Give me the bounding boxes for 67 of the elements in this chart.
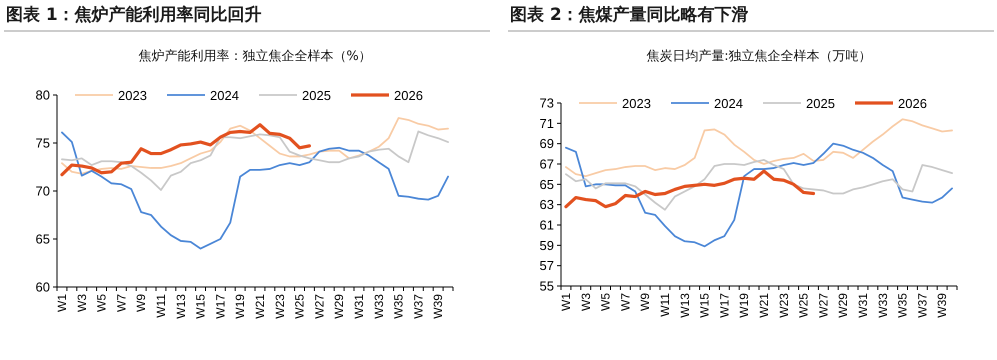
y-tick-label: 65 bbox=[540, 176, 554, 192]
x-tick-label: W7 bbox=[114, 294, 128, 312]
legend-label: 2024 bbox=[714, 96, 743, 111]
x-tick-label: W19 bbox=[233, 294, 248, 319]
x-tick-label: W25 bbox=[796, 292, 811, 318]
y-tick-label: 75 bbox=[36, 136, 50, 150]
x-tick-label: W23 bbox=[776, 292, 791, 318]
x-tick-label: W23 bbox=[272, 294, 287, 319]
x-tick-label: W9 bbox=[134, 294, 148, 312]
x-tick-label: W39 bbox=[431, 294, 446, 319]
y-tick-label: 67 bbox=[540, 156, 554, 172]
x-tick-label: W39 bbox=[935, 292, 950, 318]
x-tick-label: W11 bbox=[658, 292, 672, 317]
x-tick-label: W3 bbox=[578, 292, 593, 311]
x-tick-label: W21 bbox=[252, 294, 267, 319]
x-tick-label: W1 bbox=[558, 292, 573, 311]
legend-label: 2025 bbox=[806, 96, 835, 111]
legend-label: 2026 bbox=[394, 88, 423, 103]
x-tick-label: W37 bbox=[411, 294, 426, 319]
chart-subtitle: 焦炉产能利用率：独立焦企全样本（%） bbox=[138, 48, 372, 64]
x-tick-label: W37 bbox=[915, 292, 930, 318]
x-tick-label: W7 bbox=[618, 292, 632, 311]
legend-label: 2024 bbox=[210, 88, 239, 103]
legend-label: 2023 bbox=[118, 88, 147, 103]
x-tick-label: W15 bbox=[194, 294, 208, 319]
x-tick-label: W33 bbox=[876, 292, 890, 318]
y-tick-label: 73 bbox=[540, 96, 554, 110]
y-tick-label: 55 bbox=[540, 278, 554, 294]
x-tick-label: W21 bbox=[756, 292, 771, 318]
legend-label: 2025 bbox=[302, 88, 331, 103]
x-tick-label: W3 bbox=[74, 294, 89, 312]
chart-title: 图表 2：焦煤产量同比略有下滑 bbox=[510, 5, 749, 25]
x-tick-label: W5 bbox=[598, 292, 613, 311]
x-tick-label: W29 bbox=[332, 294, 346, 319]
y-tick-label: 59 bbox=[540, 238, 554, 253]
x-tick-label: W1 bbox=[54, 294, 69, 312]
x-tick-label: W5 bbox=[94, 294, 109, 312]
x-tick-label: W13 bbox=[174, 294, 188, 319]
y-tick-label: 71 bbox=[540, 116, 554, 131]
y-tick-label: 63 bbox=[540, 197, 554, 212]
x-tick-label: W35 bbox=[392, 294, 406, 319]
x-tick-label: W13 bbox=[678, 292, 692, 318]
chart-subtitle: 焦炭日均产量:独立焦企全样本（万吨） bbox=[646, 48, 872, 64]
chart-title: 图表 1：焦炉产能利用率同比回升 bbox=[6, 5, 262, 25]
x-tick-label: W25 bbox=[292, 294, 307, 319]
y-tick-label: 57 bbox=[540, 258, 554, 274]
x-tick-label: W27 bbox=[816, 292, 830, 318]
legend-label: 2026 bbox=[898, 96, 927, 111]
y-tick-label: 70 bbox=[36, 184, 50, 198]
x-tick-label: W15 bbox=[698, 292, 712, 318]
x-tick-label: W19 bbox=[737, 292, 752, 318]
y-tick-label: 80 bbox=[36, 88, 50, 102]
y-tick-label: 65 bbox=[36, 232, 50, 246]
x-tick-label: W29 bbox=[836, 292, 850, 318]
legend-label: 2023 bbox=[622, 96, 651, 111]
x-tick-label: W11 bbox=[154, 294, 168, 318]
y-tick-label: 61 bbox=[540, 218, 554, 232]
x-tick-label: W33 bbox=[372, 294, 386, 319]
x-tick-label: W17 bbox=[717, 292, 732, 318]
x-tick-label: W17 bbox=[213, 294, 228, 319]
x-tick-label: W9 bbox=[638, 292, 652, 311]
x-tick-label: W31 bbox=[352, 294, 366, 319]
y-tick-label: 69 bbox=[540, 136, 554, 152]
y-tick-label: 60 bbox=[36, 280, 50, 294]
x-tick-label: W35 bbox=[896, 292, 910, 318]
x-tick-label: W31 bbox=[856, 292, 870, 318]
x-tick-label: W27 bbox=[312, 294, 326, 319]
